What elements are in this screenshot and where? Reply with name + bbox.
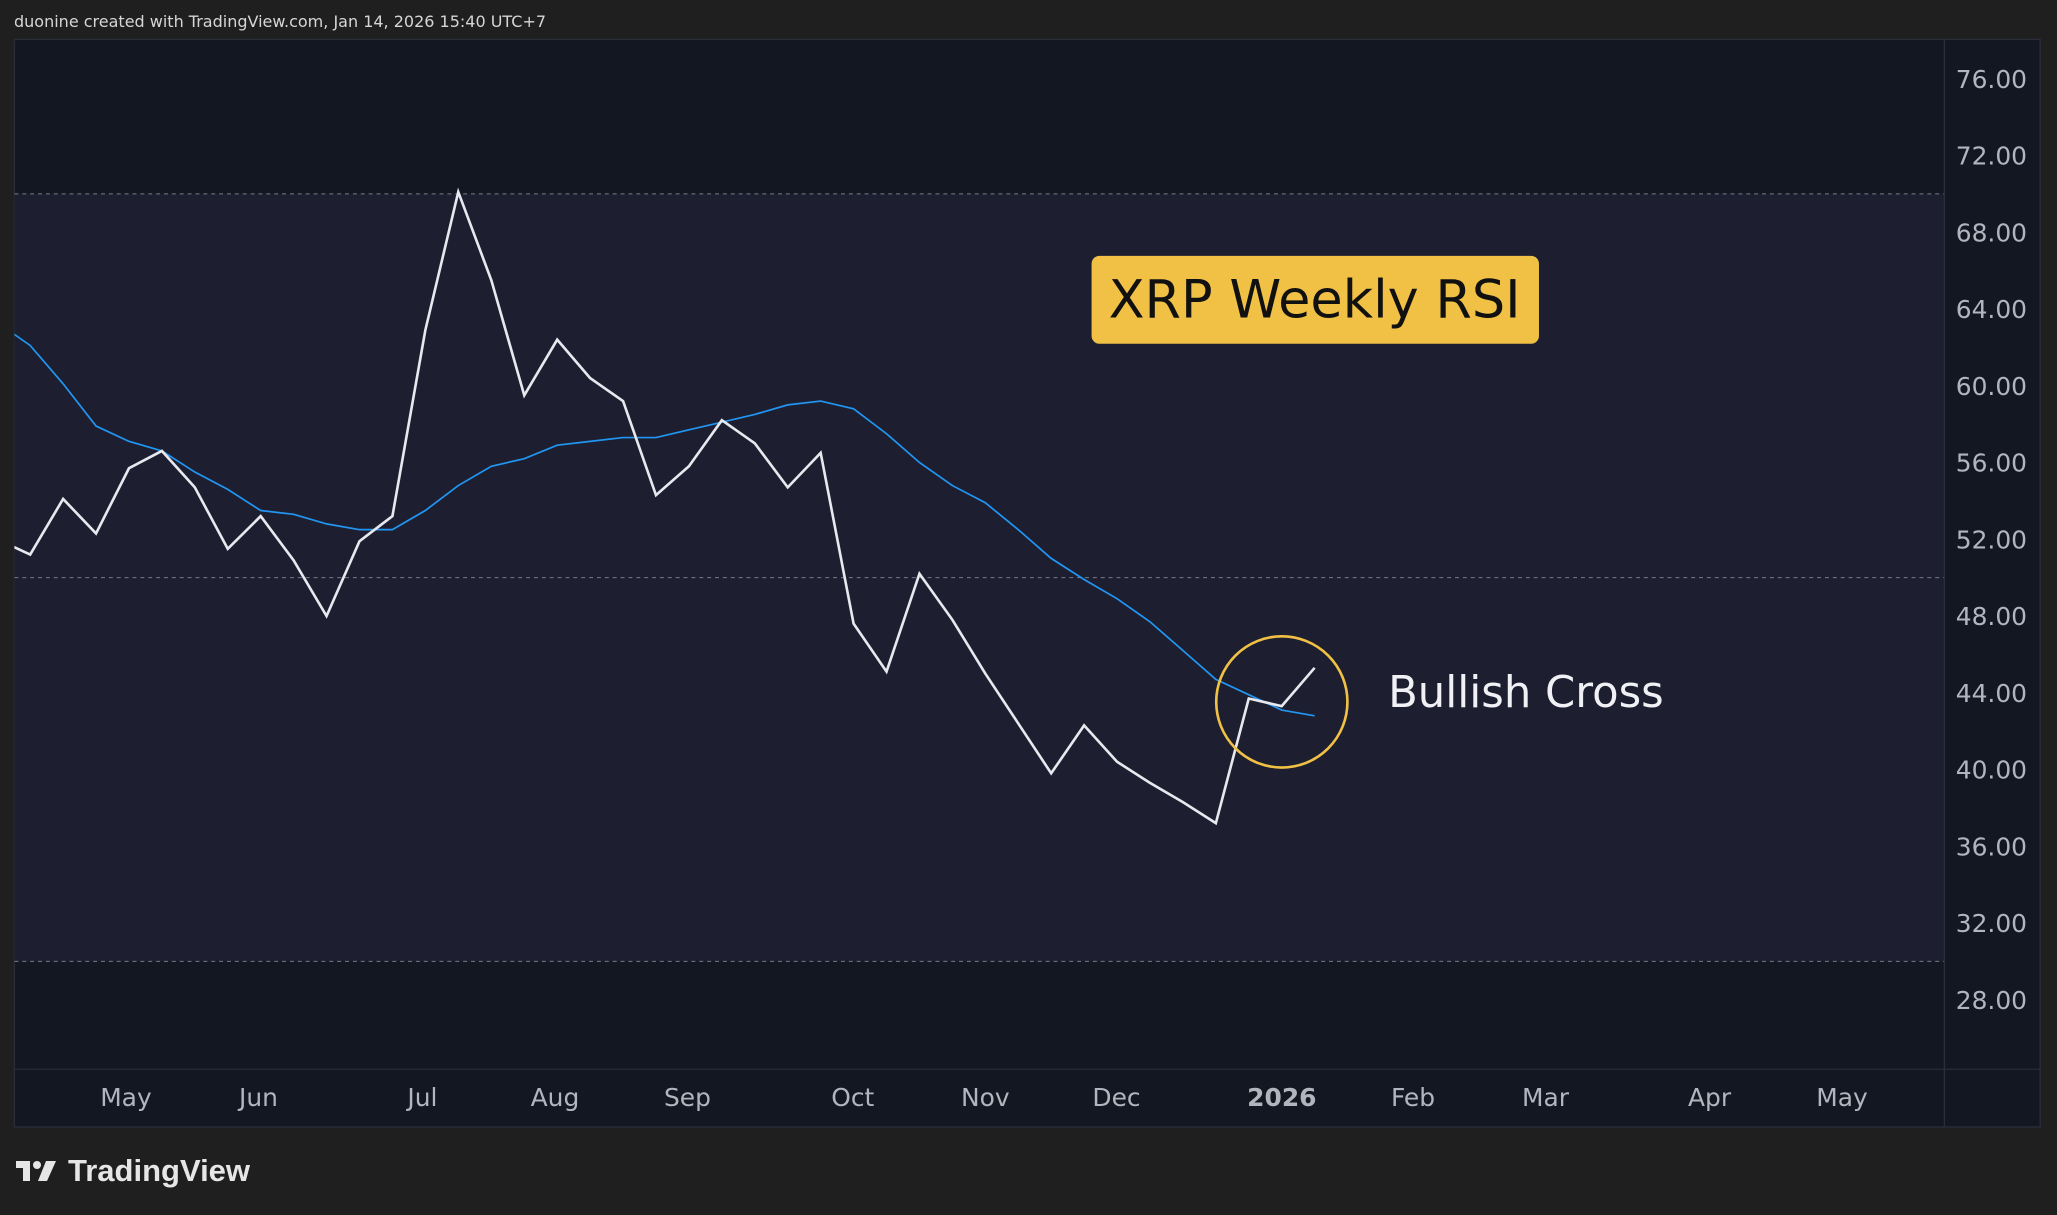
tradingview-logo-text: TradingView bbox=[68, 1153, 251, 1188]
x-tick-label: Oct bbox=[831, 1083, 874, 1112]
x-tick-label: May bbox=[1816, 1083, 1868, 1112]
chart-title: XRP Weekly RSI bbox=[1109, 270, 1521, 331]
rsi-line bbox=[14, 187, 1316, 826]
y-tick-label: 48.00 bbox=[1956, 602, 2027, 631]
y-tick-label: 28.00 bbox=[1956, 986, 2027, 1015]
x-tick-label: 2026 bbox=[1247, 1083, 1316, 1112]
x-tick-label: Feb bbox=[1391, 1083, 1435, 1112]
y-tick-label: 40.00 bbox=[1956, 756, 2027, 785]
y-tick-label: 76.00 bbox=[1956, 65, 2027, 94]
y-tick-label: 36.00 bbox=[1956, 832, 2027, 861]
rsi-ma-line bbox=[14, 333, 1315, 717]
y-tick-label: 64.00 bbox=[1956, 295, 2027, 324]
x-tick-label: Mar bbox=[1522, 1083, 1570, 1112]
price-axis[interactable]: 76.00 72.00 68.00 64.00 60.00 56.00 52.00 48.00… bbox=[1956, 65, 2027, 1015]
y-tick-label: 32.00 bbox=[1956, 909, 2027, 938]
x-tick-label: Sep bbox=[664, 1083, 711, 1112]
attribution-header: duonine created with TradingView.com, Ja… bbox=[14, 12, 547, 31]
tradingview-logo-icon bbox=[16, 1161, 56, 1181]
x-tick-label: Nov bbox=[961, 1083, 1010, 1112]
x-tick-label: Aug bbox=[531, 1083, 580, 1112]
tradingview-logo[interactable]: TradingView bbox=[16, 1153, 250, 1189]
bullish-cross-label: Bullish Cross bbox=[1388, 668, 1664, 718]
title-badge bbox=[1091, 255, 1539, 344]
y-tick-label: 68.00 bbox=[1956, 218, 2027, 247]
time-axis[interactable]: May Jun Jul Aug Sep Oct Nov Dec 2026 Feb Mar Apr May bbox=[100, 1083, 1868, 1112]
y-tick-label: 52.00 bbox=[1956, 525, 2027, 554]
y-tick-label: 72.00 bbox=[1956, 142, 2027, 171]
x-tick-label: Apr bbox=[1688, 1083, 1732, 1112]
x-tick-label: Jul bbox=[405, 1083, 437, 1112]
x-tick-label: Dec bbox=[1092, 1083, 1140, 1112]
y-tick-label: 44.00 bbox=[1956, 679, 2027, 708]
y-tick-label: 60.00 bbox=[1956, 372, 2027, 401]
bullish-cross-circle bbox=[1214, 635, 1349, 769]
y-tick-label: 56.00 bbox=[1956, 449, 2027, 478]
x-tick-label: Jun bbox=[237, 1083, 278, 1112]
x-tick-label: May bbox=[100, 1083, 152, 1112]
